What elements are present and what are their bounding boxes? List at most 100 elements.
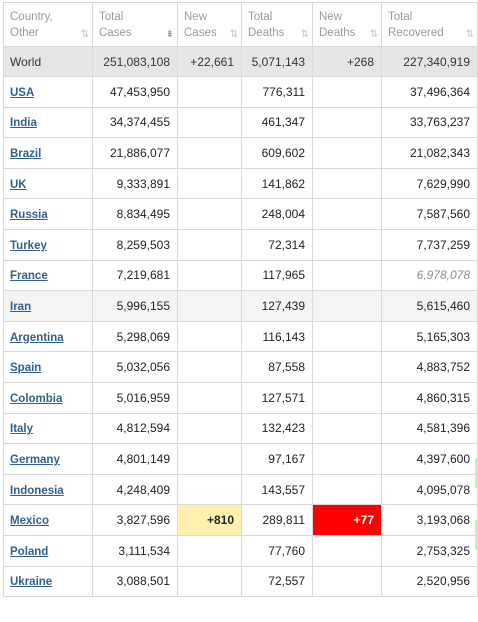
- country-link[interactable]: Argentina: [10, 331, 64, 344]
- new-cases-cell: +22,661: [177, 46, 242, 77]
- country-link[interactable]: Spain: [10, 362, 42, 375]
- new-cases-cell: [177, 228, 242, 261]
- column-header-line1: New: [319, 11, 343, 23]
- new-deaths-cell: [312, 534, 382, 567]
- column-header-line2: Deaths: [319, 27, 356, 39]
- total-cases-cell: 7,219,681: [92, 259, 178, 292]
- column-header-total-cases[interactable]: Total Cases ⇟: [92, 2, 178, 47]
- total-cases-cell: 8,834,495: [92, 198, 178, 230]
- total-deaths-cell: 117,965: [241, 259, 313, 292]
- country-link[interactable]: UK: [10, 178, 27, 191]
- total-recovered-cell: 5,165,303: [381, 320, 478, 353]
- new-cases-cell: [177, 167, 242, 200]
- total-deaths-cell: 77,760: [241, 534, 313, 567]
- sort-icon[interactable]: ⇅: [229, 29, 238, 40]
- total-recovered-cell: 4,095,078: [381, 473, 478, 506]
- sort-icon[interactable]: ⇅: [465, 29, 474, 40]
- total-recovered-cell: 4,397,600: [381, 443, 478, 475]
- new-cases-cell: [177, 412, 242, 445]
- total-deaths-cell: 127,571: [241, 381, 313, 414]
- column-header-new-cases[interactable]: New Cases ⇅: [177, 2, 242, 47]
- total-deaths-cell: 116,143: [241, 320, 313, 353]
- country-link[interactable]: Ukraine: [10, 576, 53, 589]
- world-total-row: World 251,083,108 +22,661 5,071,143 +268…: [3, 46, 478, 77]
- total-deaths-cell: 72,557: [241, 565, 313, 598]
- total-cases-cell: 9,333,891: [92, 167, 178, 200]
- new-deaths-cell: [312, 290, 382, 322]
- country-cell: India: [3, 106, 93, 139]
- table-row: Spain 5,032,056 87,558 4,883,752: [3, 351, 478, 383]
- column-header-total-deaths[interactable]: Total Deaths ⇅: [241, 2, 313, 47]
- table-row: Turkey 8,259,503 72,314 7,737,259: [3, 228, 478, 261]
- column-header-country[interactable]: Country, Other ⇅: [3, 2, 93, 47]
- country-link[interactable]: Mexico: [10, 515, 49, 528]
- sort-descending-icon[interactable]: ⇟: [165, 29, 174, 40]
- new-cases-cell: [177, 320, 242, 353]
- column-header-line2: Deaths: [248, 27, 285, 39]
- column-header-line1: Total: [248, 11, 273, 23]
- total-recovered-cell: 4,883,752: [381, 351, 478, 383]
- new-deaths-cell: [312, 473, 382, 506]
- new-cases-cell: +810: [177, 504, 242, 536]
- next-column-edge: [475, 458, 478, 488]
- total-recovered-cell: 4,860,315: [381, 381, 478, 414]
- total-recovered-cell: 6,978,078: [381, 259, 478, 292]
- sort-icon[interactable]: ⇅: [300, 29, 309, 40]
- covid-stats-table: Country, Other ⇅ Total Cases ⇟ New Cases ⇅ …: [3, 2, 478, 598]
- new-cases-cell: [177, 106, 242, 139]
- total-deaths-cell: 461,347: [241, 106, 313, 139]
- new-cases-cell: [177, 473, 242, 506]
- country-cell: Indonesia: [3, 473, 93, 506]
- new-deaths-cell: [312, 106, 382, 139]
- country-link[interactable]: Indonesia: [10, 484, 64, 497]
- country-link[interactable]: France: [10, 270, 48, 283]
- next-column-edge: [475, 520, 478, 550]
- table-row: Brazil 21,886,077 609,602 21,082,343: [3, 137, 478, 169]
- country-link[interactable]: India: [10, 117, 37, 130]
- column-header-line2: Other: [10, 27, 39, 39]
- new-deaths-cell: [312, 198, 382, 230]
- total-cases-cell: 5,298,069: [92, 320, 178, 353]
- country-link[interactable]: Brazil: [10, 147, 42, 160]
- sort-icon[interactable]: ⇅: [80, 29, 89, 40]
- country-cell: Poland: [3, 534, 93, 567]
- total-recovered-cell: 5,615,460: [381, 290, 478, 322]
- new-cases-cell: [177, 381, 242, 414]
- new-deaths-cell: [312, 320, 382, 353]
- country-link[interactable]: Iran: [10, 300, 32, 313]
- sort-icon[interactable]: ⇅: [369, 29, 378, 40]
- country-link[interactable]: Germany: [10, 453, 60, 466]
- total-cases-cell: 5,996,155: [92, 290, 178, 322]
- total-recovered-cell: 3,193,068: [381, 504, 478, 536]
- total-deaths-cell: 141,862: [241, 167, 313, 200]
- new-deaths-cell: [312, 228, 382, 261]
- new-cases-cell: [177, 259, 242, 292]
- table-row: Italy 4,812,594 132,423 4,581,396: [3, 412, 478, 445]
- table-row: Colombia 5,016,959 127,571 4,860,315: [3, 381, 478, 414]
- country-link[interactable]: Colombia: [10, 392, 63, 405]
- new-cases-cell: [177, 76, 242, 108]
- country-link[interactable]: Italy: [10, 423, 34, 436]
- total-deaths-cell: 127,439: [241, 290, 313, 322]
- column-header-total-recovered[interactable]: Total Recovered ⇅: [381, 2, 478, 47]
- table-row: USA 47,453,950 776,311 37,496,364: [3, 76, 478, 108]
- new-deaths-cell: [312, 76, 382, 108]
- new-deaths-cell: [312, 381, 382, 414]
- country-link[interactable]: Poland: [10, 545, 49, 558]
- country-cell: Mexico: [3, 504, 93, 536]
- total-deaths-cell: 143,557: [241, 473, 313, 506]
- total-deaths-cell: 132,423: [241, 412, 313, 445]
- new-deaths-cell: +268: [312, 46, 382, 77]
- country-link[interactable]: Russia: [10, 209, 48, 222]
- country-link[interactable]: USA: [10, 86, 35, 99]
- total-deaths-cell: 87,558: [241, 351, 313, 383]
- country-link[interactable]: Turkey: [10, 239, 47, 252]
- total-recovered-cell: 7,737,259: [381, 228, 478, 261]
- table-header-row: Country, Other ⇅ Total Cases ⇟ New Cases ⇅ …: [3, 2, 478, 47]
- new-deaths-cell: [312, 351, 382, 383]
- column-header-line1: Total: [388, 11, 413, 23]
- table-row: Poland 3,111,534 77,760 2,753,325: [3, 534, 478, 567]
- total-deaths-cell: 97,167: [241, 443, 313, 475]
- new-deaths-cell: [312, 167, 382, 200]
- column-header-new-deaths[interactable]: New Deaths ⇅: [312, 2, 382, 47]
